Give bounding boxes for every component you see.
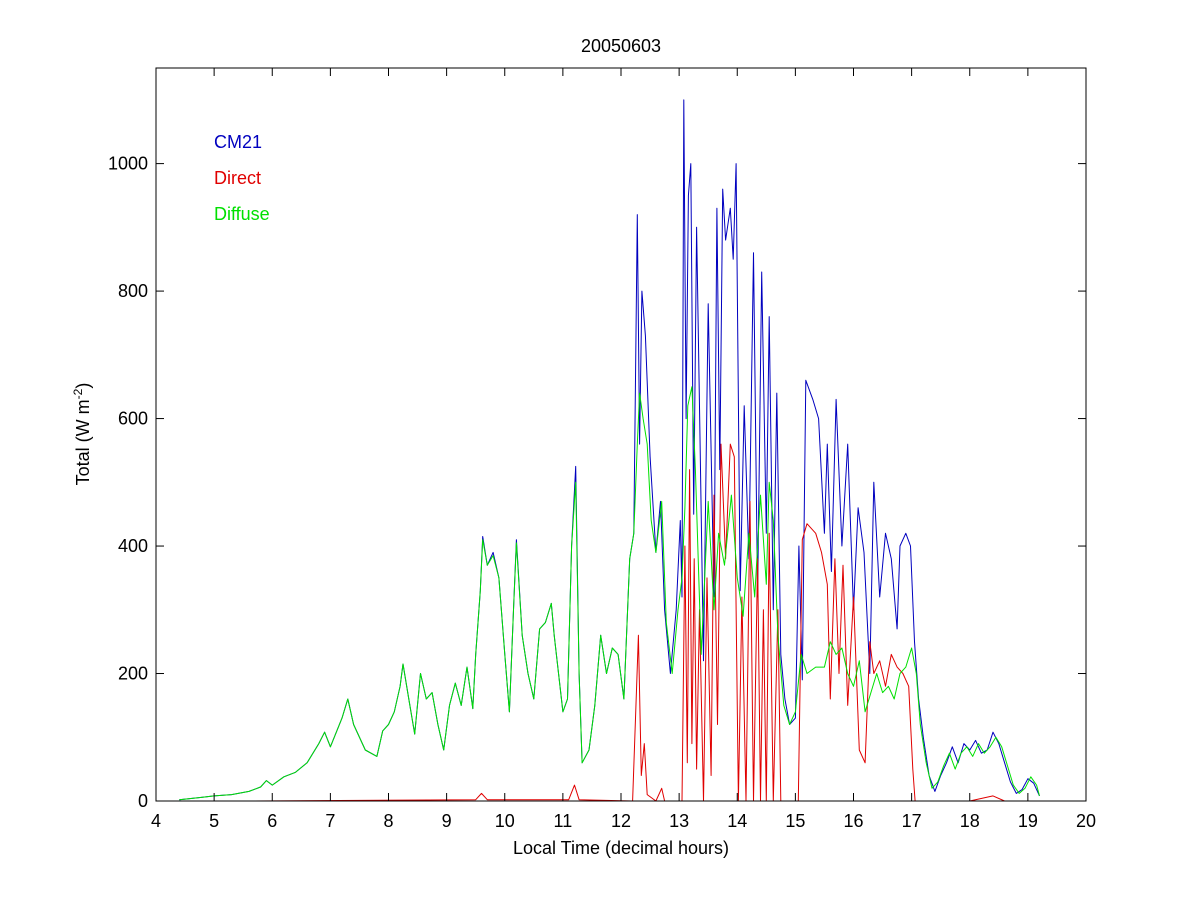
legend-entry-diffuse: Diffuse xyxy=(214,204,270,224)
series-line-direct xyxy=(243,443,1005,802)
x-tick-label: 8 xyxy=(383,811,393,831)
x-tick-label: 12 xyxy=(611,811,631,831)
chart-title: 20050603 xyxy=(581,36,661,56)
x-tick-label: 19 xyxy=(1018,811,1038,831)
x-tick-label: 5 xyxy=(209,811,219,831)
x-tick-label: 11 xyxy=(554,811,573,831)
x-tick-label: 16 xyxy=(843,811,863,831)
series-line-diffuse xyxy=(179,386,1040,801)
x-tick-label: 7 xyxy=(325,811,335,831)
x-tick-label: 6 xyxy=(267,811,277,831)
plot-background xyxy=(156,68,1086,801)
legend-entry-direct: Direct xyxy=(214,168,261,188)
y-axis-label-main: Total (W m xyxy=(73,399,93,485)
y-tick-label: 1000 xyxy=(108,154,148,174)
x-tick-label: 9 xyxy=(442,811,452,831)
x-tick-label: 10 xyxy=(495,811,515,831)
y-tick-label: 0 xyxy=(138,791,148,811)
x-tick-label: 18 xyxy=(960,811,980,831)
y-axis-label: Total (W m-2) xyxy=(71,383,93,486)
y-tick-label: 600 xyxy=(118,409,148,429)
y-tick-label: 800 xyxy=(118,281,148,301)
legend-entry-cm21: CM21 xyxy=(214,132,262,152)
y-tick-label: 400 xyxy=(118,536,148,556)
y-tick-label: 200 xyxy=(118,664,148,684)
x-tick-label: 4 xyxy=(151,811,161,831)
tick-layer: 4 5 6 7 8 9 10 11 12 13 14 15 16 17 18 19 20020040060080… xyxy=(108,68,1096,831)
x-tick-label: 15 xyxy=(785,811,805,831)
series-layer xyxy=(179,99,1040,802)
legend: CM21 Direct Diffuse xyxy=(214,132,270,224)
x-tick-label: 20 xyxy=(1076,811,1096,831)
x-tick-label: 14 xyxy=(727,811,747,831)
x-tick-label: 17 xyxy=(902,811,922,831)
x-axis-label: Local Time (decimal hours) xyxy=(513,838,729,858)
y-axis-label-exponent: -2 xyxy=(71,388,85,399)
y-axis-label-close: ) xyxy=(73,383,93,389)
x-tick-label: 13 xyxy=(669,811,689,831)
